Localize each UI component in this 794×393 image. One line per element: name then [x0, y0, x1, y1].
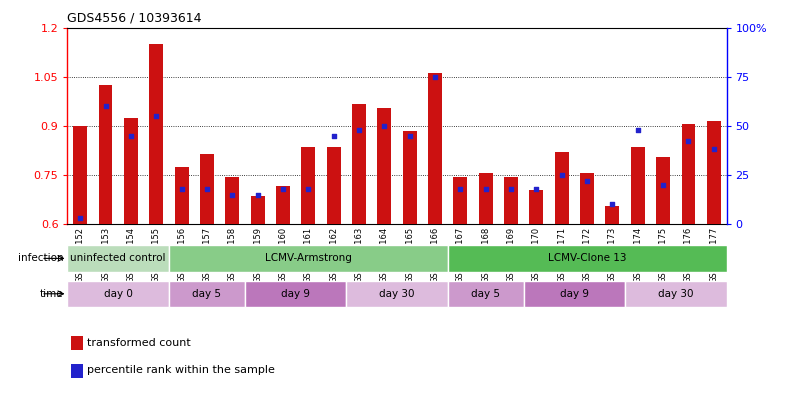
- Point: [327, 132, 340, 139]
- Bar: [326, 147, 341, 224]
- Text: day 30: day 30: [380, 289, 414, 299]
- Bar: [606, 206, 619, 224]
- Bar: [377, 108, 391, 224]
- Point: [74, 215, 87, 221]
- Bar: [169, 281, 245, 307]
- Bar: [71, 336, 83, 350]
- Bar: [479, 173, 493, 224]
- Bar: [175, 167, 188, 224]
- Bar: [555, 152, 569, 224]
- Point: [707, 146, 720, 152]
- Bar: [98, 85, 113, 224]
- Bar: [625, 281, 727, 307]
- Point: [378, 123, 391, 129]
- Point: [225, 191, 238, 198]
- Text: day 9: day 9: [281, 289, 310, 299]
- Bar: [352, 105, 366, 224]
- Point: [99, 103, 112, 109]
- Point: [125, 132, 137, 139]
- Point: [580, 178, 593, 184]
- Text: day 5: day 5: [471, 289, 500, 299]
- Bar: [448, 281, 524, 307]
- Point: [606, 201, 619, 208]
- Bar: [524, 281, 625, 307]
- Point: [657, 182, 669, 188]
- Bar: [428, 73, 442, 224]
- Bar: [67, 281, 169, 307]
- Text: LCMV-Armstrong: LCMV-Armstrong: [265, 253, 352, 263]
- Bar: [453, 176, 468, 224]
- Text: infection: infection: [18, 253, 64, 263]
- Bar: [346, 281, 448, 307]
- Bar: [245, 281, 346, 307]
- Bar: [630, 147, 645, 224]
- Bar: [276, 186, 290, 224]
- Bar: [251, 196, 264, 224]
- Text: day 30: day 30: [658, 289, 694, 299]
- Point: [429, 73, 441, 80]
- Text: day 5: day 5: [192, 289, 222, 299]
- Point: [556, 172, 569, 178]
- Point: [201, 185, 214, 192]
- Bar: [681, 124, 696, 224]
- Point: [150, 113, 163, 119]
- Bar: [149, 44, 164, 224]
- Point: [480, 185, 492, 192]
- Text: day 0: day 0: [104, 289, 133, 299]
- Point: [353, 127, 365, 133]
- Bar: [656, 157, 670, 224]
- Text: uninfected control: uninfected control: [71, 253, 166, 263]
- Bar: [169, 245, 448, 272]
- Bar: [530, 189, 543, 224]
- Text: percentile rank within the sample: percentile rank within the sample: [87, 365, 276, 375]
- Point: [403, 132, 416, 139]
- Bar: [200, 154, 214, 224]
- Point: [505, 185, 518, 192]
- Bar: [225, 176, 239, 224]
- Point: [175, 185, 188, 192]
- Bar: [67, 245, 169, 272]
- Bar: [73, 126, 87, 224]
- Text: time: time: [40, 289, 64, 299]
- Point: [302, 185, 314, 192]
- Point: [530, 185, 543, 192]
- Bar: [301, 147, 315, 224]
- Bar: [71, 364, 83, 378]
- Point: [682, 138, 695, 145]
- Bar: [124, 118, 138, 224]
- Text: transformed count: transformed count: [87, 338, 191, 347]
- Point: [631, 127, 644, 133]
- Bar: [403, 130, 417, 224]
- Point: [251, 191, 264, 198]
- Bar: [707, 121, 721, 224]
- Bar: [448, 245, 727, 272]
- Point: [454, 185, 467, 192]
- Bar: [580, 173, 594, 224]
- Bar: [504, 176, 518, 224]
- Text: GDS4556 / 10393614: GDS4556 / 10393614: [67, 12, 202, 25]
- Text: day 9: day 9: [560, 289, 589, 299]
- Point: [276, 185, 289, 192]
- Text: LCMV-Clone 13: LCMV-Clone 13: [548, 253, 626, 263]
